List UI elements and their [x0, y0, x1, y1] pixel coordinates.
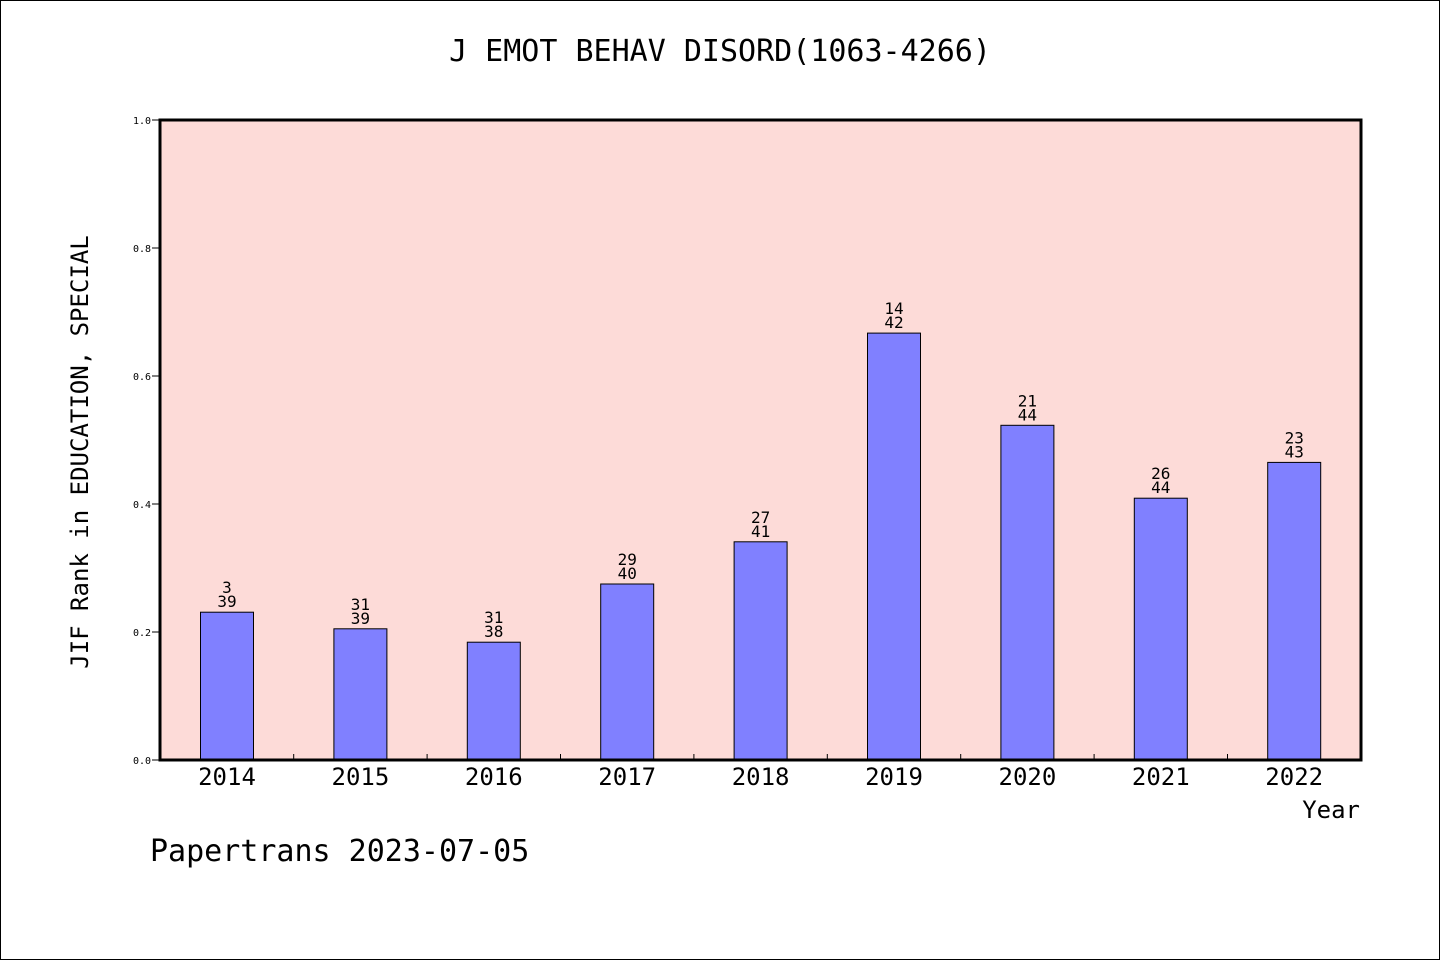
bar-total-label-2015: 39 [351, 609, 370, 628]
bar-rank-label-2017: 29 [618, 550, 637, 569]
bar-rank-label-2018: 27 [751, 508, 770, 527]
bar-2017 [600, 583, 655, 761]
x-tick-label-2015: 2015 [332, 763, 390, 791]
bar-2018 [733, 541, 788, 761]
x-tick-label-2021: 2021 [1132, 763, 1190, 791]
bar-rank-label-2016: 31 [484, 608, 503, 627]
bar-rank-label-2014: 3 [222, 578, 232, 597]
bar-rank-label-2022: 23 [1285, 428, 1304, 447]
bar-total-label-2017: 40 [618, 564, 637, 583]
x-tick-label-2014: 2014 [198, 763, 256, 791]
y-tick-label: 1.0 [133, 116, 151, 127]
x-tick-label-2022: 2022 [1265, 763, 1323, 791]
y-tick-label: 0.4 [133, 500, 151, 511]
watermark-text: Papertrans 2023-07-05 [150, 834, 530, 869]
bar-total-label-2016: 38 [484, 622, 503, 641]
bar-total-label-2020: 44 [1018, 405, 1037, 424]
x-tick-label-2017: 2017 [598, 763, 656, 791]
plot-border [158, 118, 1363, 762]
bar-total-label-2014: 39 [217, 592, 236, 611]
bar-2020 [1000, 424, 1055, 761]
x-tick-label-2020: 2020 [999, 763, 1057, 791]
x-tick-label-2016: 2016 [465, 763, 523, 791]
bars-layer [200, 332, 1322, 761]
y-tick-label: 0.6 [133, 372, 151, 383]
chart-title: J EMOT BEHAV DISORD(1063-4266) [449, 34, 991, 69]
bar-2014 [200, 611, 254, 761]
bar-2022 [1267, 461, 1322, 761]
bar-rank-label-2020: 21 [1018, 391, 1037, 410]
y-tick-label: 0.0 [133, 756, 151, 767]
bar-total-label-2022: 43 [1285, 442, 1304, 461]
y-tick-label: 0.8 [133, 244, 151, 255]
bar-2015 [333, 628, 388, 761]
bar-rank-label-2021: 26 [1151, 464, 1170, 483]
x-tick-label-2019: 2019 [865, 763, 923, 791]
y-axis-label: JIF Rank in EDUCATION, SPECIAL [66, 235, 94, 669]
x-axis-label: Year [1302, 796, 1360, 824]
bar-2016 [466, 641, 521, 761]
y-tick-label: 0.2 [133, 628, 151, 639]
bar-2019 [867, 332, 921, 761]
bar-2021 [1133, 497, 1188, 761]
bar-total-label-2018: 41 [751, 522, 770, 541]
bar-total-label-2019: 42 [884, 313, 903, 332]
bar-total-label-2021: 44 [1151, 478, 1170, 497]
bar-rank-label-2019: 14 [884, 299, 903, 318]
x-tick-label-2018: 2018 [732, 763, 790, 791]
x-axis-ticks: 2014 2015 2016 2017 2018 2019 2020 2021 2022 [198, 754, 1323, 791]
bar-rank-label-2015: 31 [351, 595, 370, 614]
y-axis-ticks: 0.0 0.2 0.4 0.6 0.8 1.0 [133, 116, 160, 767]
